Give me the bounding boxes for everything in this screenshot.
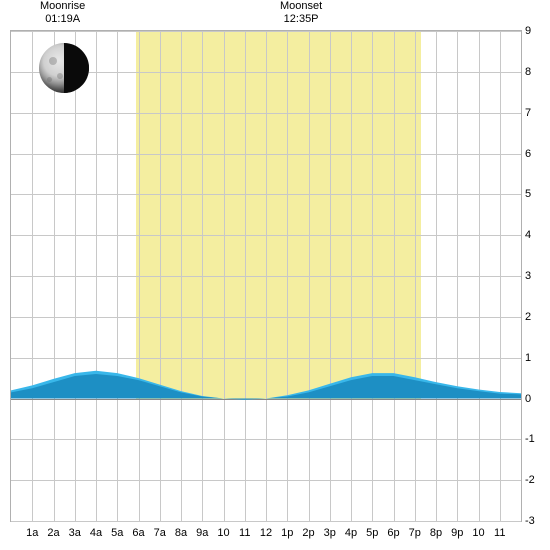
x-tick-label: 9p [451, 527, 463, 539]
moonrise-title: Moonrise [40, 0, 85, 12]
moonrise-time: 01:19A [45, 13, 80, 25]
y-tick-label: 8 [525, 66, 539, 78]
moonset-label: Moonset 12:35P [280, 0, 322, 26]
x-tick-label: 2p [302, 527, 314, 539]
y-tick-label: 5 [525, 188, 539, 200]
x-tick-label: 12 [260, 527, 272, 539]
x-tick-label: 8a [175, 527, 187, 539]
y-tick-label: 0 [525, 393, 539, 405]
x-tick-label: 8p [430, 527, 442, 539]
moonrise-label: Moonrise 01:19A [40, 0, 85, 26]
y-tick-label: -2 [525, 474, 539, 486]
y-tick-label: 3 [525, 270, 539, 282]
x-tick-label: 5a [111, 527, 123, 539]
moon-shadow [64, 43, 89, 93]
x-tick-label: 1a [26, 527, 38, 539]
y-tick-label: 6 [525, 148, 539, 160]
x-tick-label: 9a [196, 527, 208, 539]
y-tick-label: 7 [525, 107, 539, 119]
x-tick-label: 11 [494, 527, 505, 539]
y-tick-label: -1 [525, 433, 539, 445]
x-tick-label: 5p [366, 527, 378, 539]
x-tick-label: 4a [90, 527, 102, 539]
y-tick-label: 1 [525, 352, 539, 364]
grid-line-h [11, 235, 521, 236]
x-tick-label: 7a [154, 527, 166, 539]
x-tick-label: 2a [47, 527, 59, 539]
grid-line-h [11, 480, 521, 481]
x-tick-label: 10 [217, 527, 229, 539]
grid-line-h [11, 113, 521, 114]
grid-line-h [11, 439, 521, 440]
grid-line-h [11, 31, 521, 32]
grid-line-h [11, 276, 521, 277]
daylight-band [136, 31, 421, 399]
moonset-title: Moonset [280, 0, 322, 12]
x-tick-label: 6p [387, 527, 399, 539]
x-tick-label: 1p [281, 527, 293, 539]
grid-line-h [11, 521, 521, 522]
x-tick-label: 7p [409, 527, 421, 539]
grid-line-h [11, 358, 521, 359]
zero-line [11, 399, 521, 400]
x-tick-label: 6a [132, 527, 144, 539]
x-tick-label: 4p [345, 527, 357, 539]
x-tick-label: 10 [472, 527, 484, 539]
moonset-time: 12:35P [284, 13, 319, 25]
grid-line-h [11, 194, 521, 195]
x-tick-label: 3a [69, 527, 81, 539]
y-tick-label: 4 [525, 229, 539, 241]
tide-chart: Moonrise 01:19A Moonset 12:35P -3-2-1012… [0, 0, 550, 550]
x-tick-label: 3p [324, 527, 336, 539]
grid-line-h [11, 154, 521, 155]
y-tick-label: -3 [525, 515, 539, 527]
moon-phase-icon [39, 43, 89, 93]
y-tick-label: 2 [525, 311, 539, 323]
grid-line-h [11, 317, 521, 318]
y-tick-label: 9 [525, 25, 539, 37]
x-tick-label: 11 [239, 527, 250, 539]
plot-area: -3-2-101234567891a2a3a4a5a6a7a8a9a101112… [10, 30, 522, 522]
